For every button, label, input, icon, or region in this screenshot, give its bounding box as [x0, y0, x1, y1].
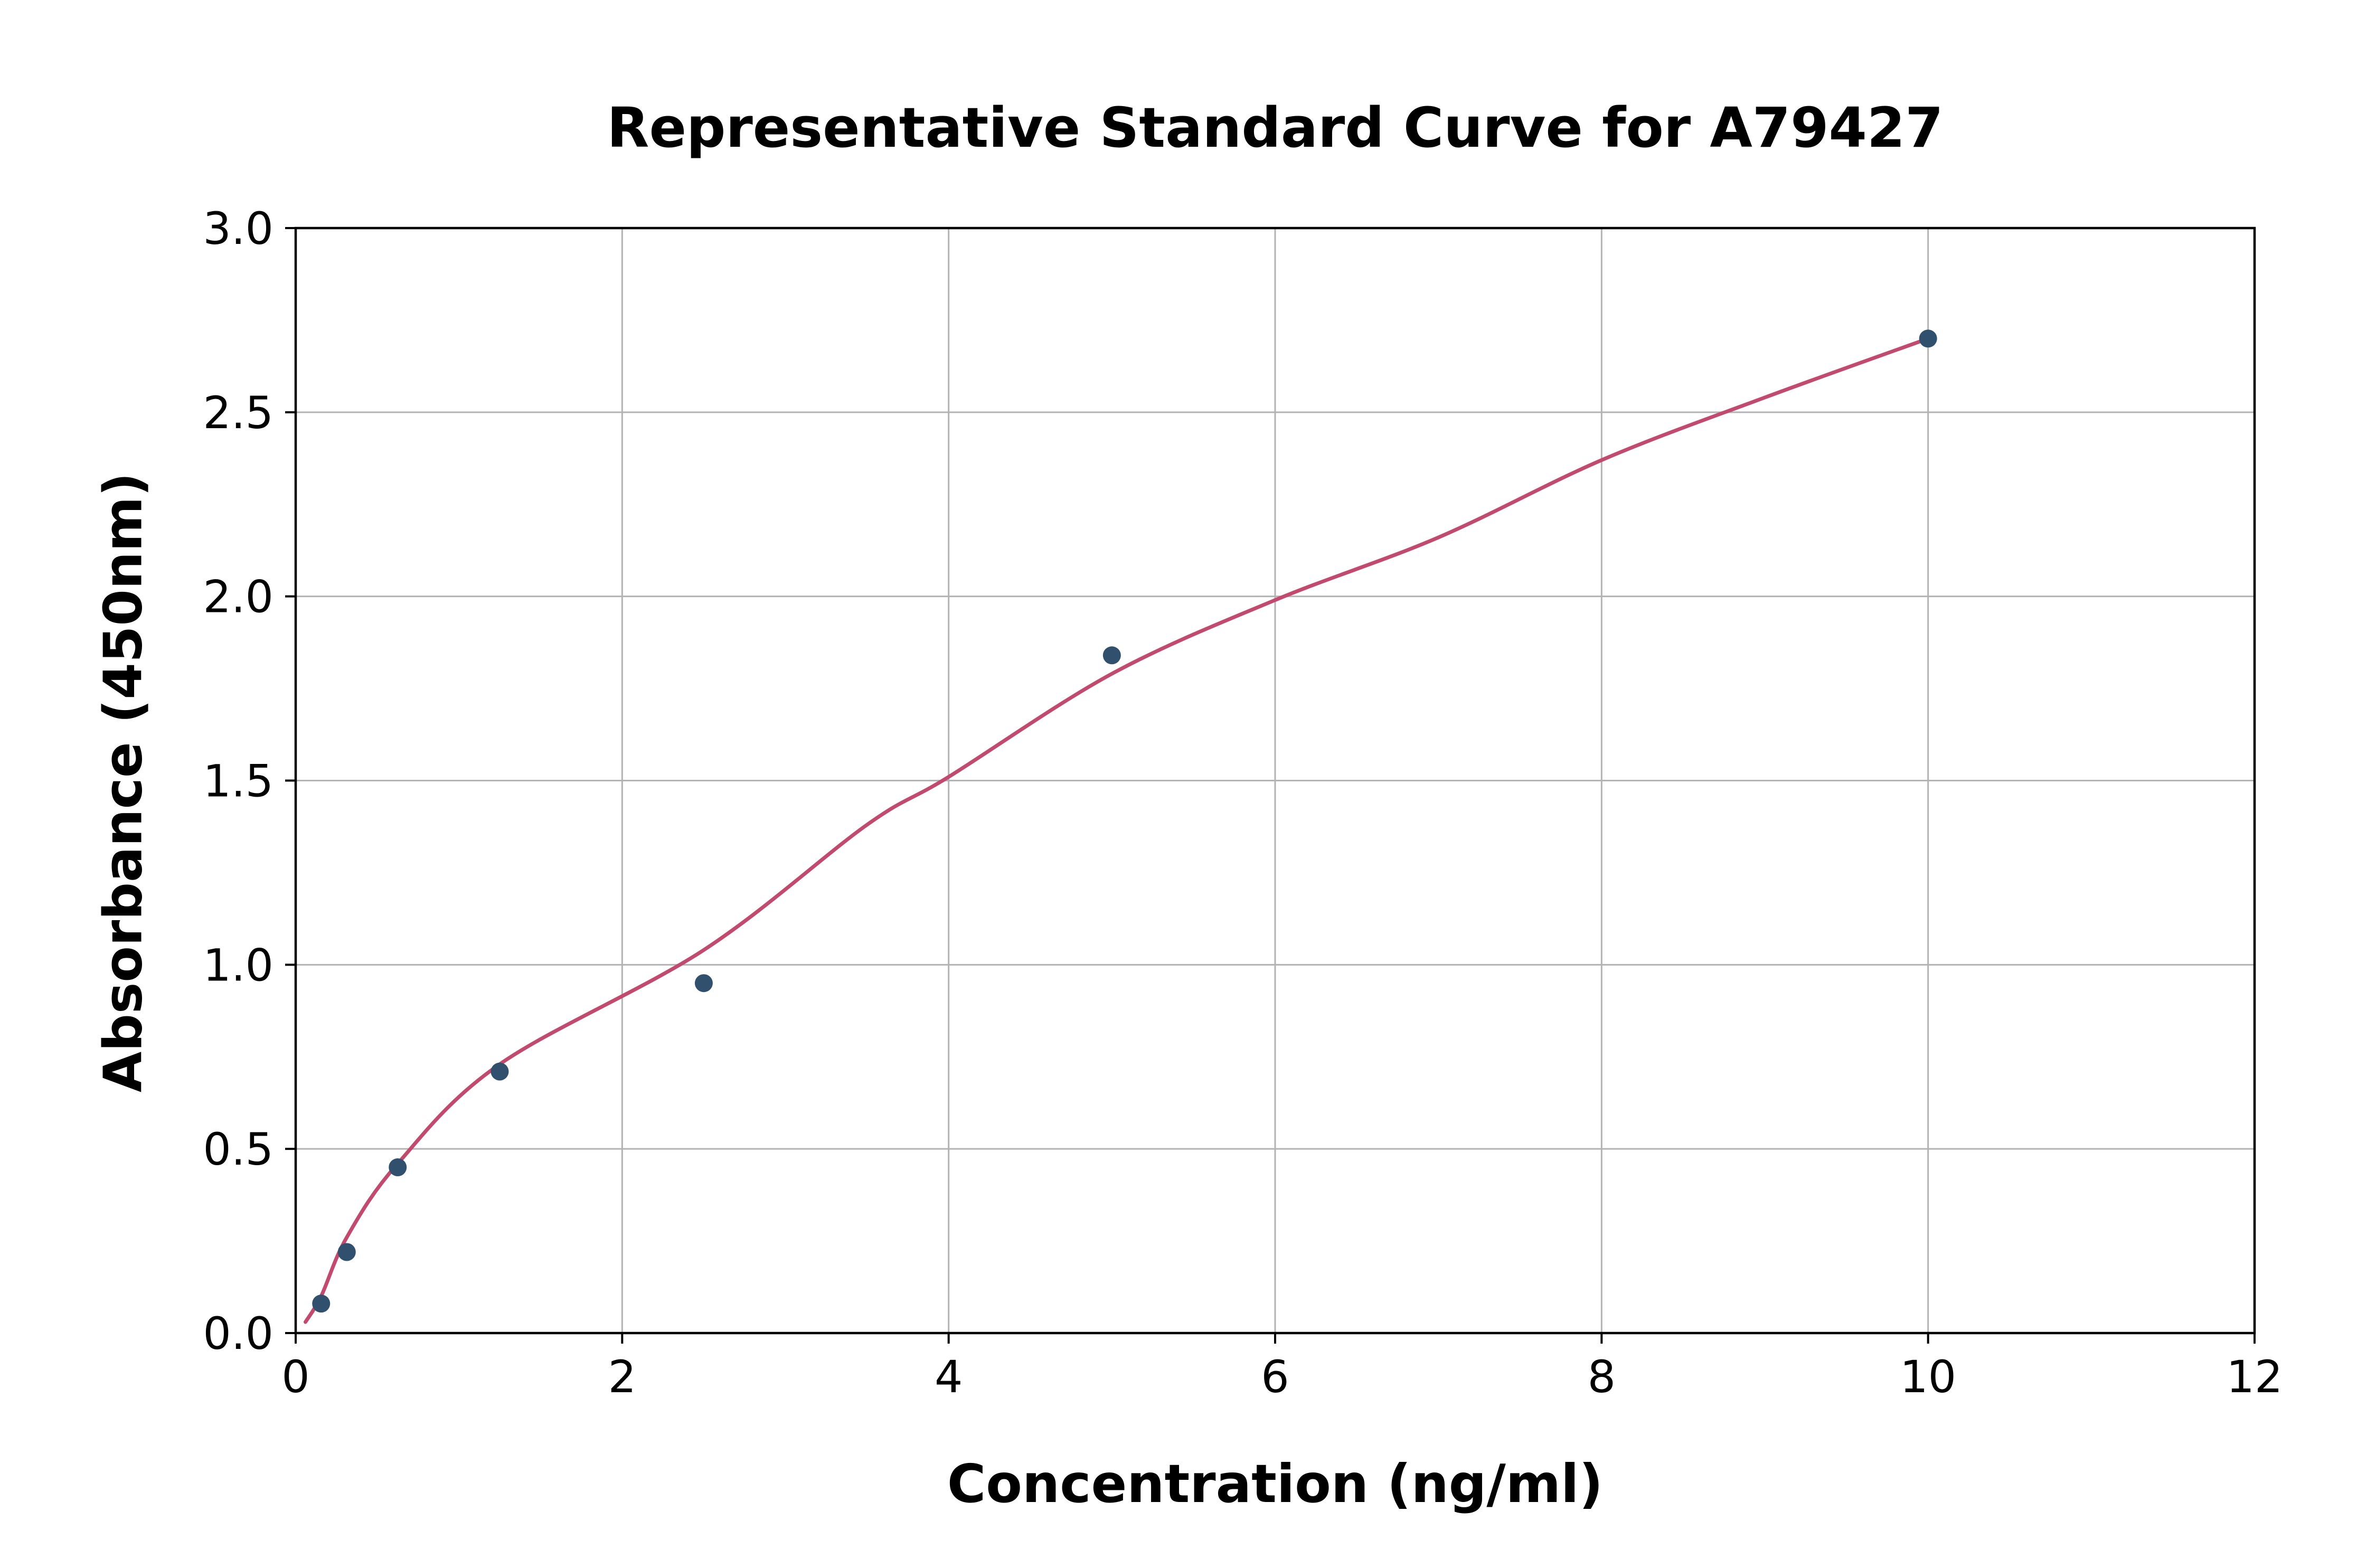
x-tick-label: 8: [1588, 1351, 1616, 1403]
data-point: [389, 1158, 407, 1177]
y-tick-label: 3.0: [203, 203, 274, 254]
x-tick-label: 2: [608, 1351, 636, 1403]
y-tick-label: 1.5: [203, 755, 274, 807]
chart-title: Representative Standard Curve for A79427: [607, 96, 1944, 160]
data-point: [694, 974, 713, 993]
data-point: [1919, 329, 1937, 348]
data-point: [1102, 646, 1121, 665]
data-point: [337, 1243, 356, 1261]
y-tick-label: 0.0: [203, 1308, 274, 1359]
x-tick-label: 10: [1900, 1351, 1956, 1403]
y-tick-label: 1.0: [203, 939, 274, 991]
x-tick-label: 0: [281, 1351, 309, 1403]
y-tick-label: 2.0: [203, 571, 274, 623]
fit-curve: [304, 336, 1930, 1324]
x-axis-label: Concentration (ng/ml): [947, 1453, 1604, 1515]
y-tick-label: 0.5: [203, 1123, 274, 1175]
x-tick-label: 4: [935, 1351, 963, 1403]
data-point: [491, 1062, 509, 1081]
data-point: [312, 1295, 331, 1313]
x-tick-label: 6: [1261, 1351, 1289, 1403]
y-tick-label: 2.5: [203, 387, 274, 439]
x-tick-label: 12: [2227, 1351, 2283, 1403]
